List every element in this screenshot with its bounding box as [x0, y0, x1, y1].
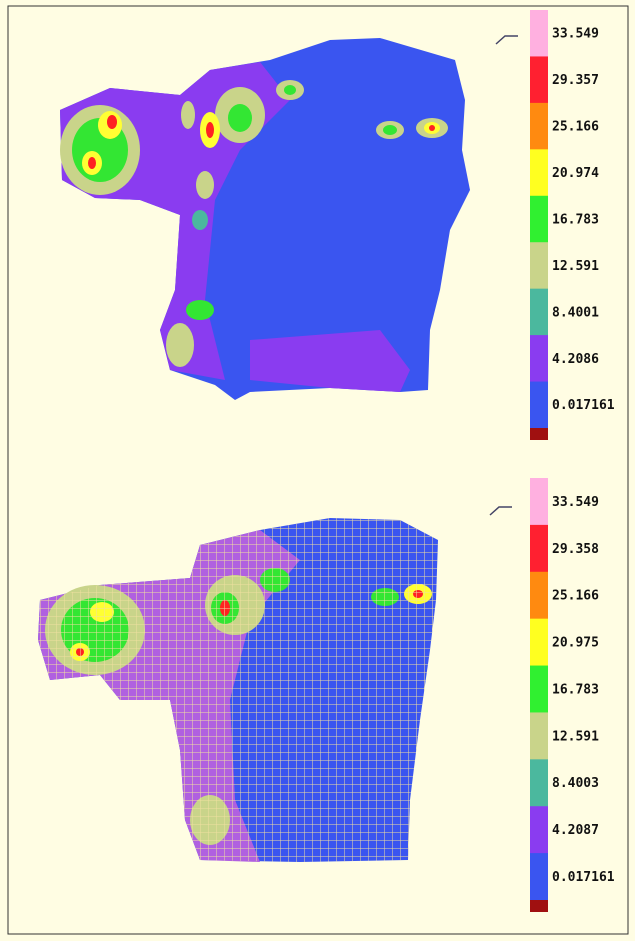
- legend-label: 4.2086: [552, 352, 599, 367]
- legend-label: 0.017161: [552, 870, 615, 885]
- legend-swatch: [530, 712, 548, 759]
- legend-label: 8.4003: [552, 776, 599, 791]
- legend-label: 25.166: [552, 589, 599, 604]
- legend-label: 25.166: [552, 120, 599, 135]
- legend-swatch: [530, 525, 548, 572]
- legend-label: 20.975: [552, 636, 599, 651]
- contour-plot-top: [60, 36, 518, 400]
- legend-label: 4.2087: [552, 823, 599, 838]
- legend-label: 16.783: [552, 682, 599, 697]
- legend-swatch: [530, 56, 548, 103]
- page: 33.549 29.357 25.166 20.974 16.783 12.591 8.40…: [0, 0, 635, 941]
- legend-swatch: [530, 382, 548, 429]
- legend-label: 16.783: [552, 212, 599, 227]
- legend-label: 8.4001: [552, 305, 599, 320]
- legend-label: 33.549: [552, 495, 599, 510]
- legend-swatch: [530, 149, 548, 196]
- legend-label: 12.591: [552, 729, 599, 744]
- legend-label: 33.549: [552, 27, 599, 42]
- legend-swatch: [530, 478, 548, 525]
- legend-swatch: [530, 289, 548, 336]
- legend-swatch: [530, 196, 548, 243]
- legend-label: 29.358: [552, 542, 599, 557]
- legend-label: 12.591: [552, 259, 599, 274]
- legend-swatch: [530, 619, 548, 666]
- figure: 33.549 29.357 25.166 20.974 16.783 12.591 8.40…: [0, 0, 635, 941]
- legend-swatch: [530, 103, 548, 150]
- legend-swatch: [530, 428, 548, 440]
- legend-swatch: [530, 242, 548, 289]
- legend-swatch: [530, 10, 548, 57]
- contour-plot-bottom: [38, 507, 512, 862]
- legend-swatch: [530, 806, 548, 853]
- legend-swatch: [530, 335, 548, 382]
- legend-label: 0.017161: [552, 398, 615, 413]
- legend-swatch: [530, 572, 548, 619]
- legend-swatch: [530, 853, 548, 900]
- legend-swatch: [530, 759, 548, 806]
- legend-label: 20.974: [552, 166, 599, 181]
- legend-label: 29.357: [552, 73, 599, 88]
- legend-swatch: [530, 666, 548, 713]
- legend-swatch: [530, 900, 548, 912]
